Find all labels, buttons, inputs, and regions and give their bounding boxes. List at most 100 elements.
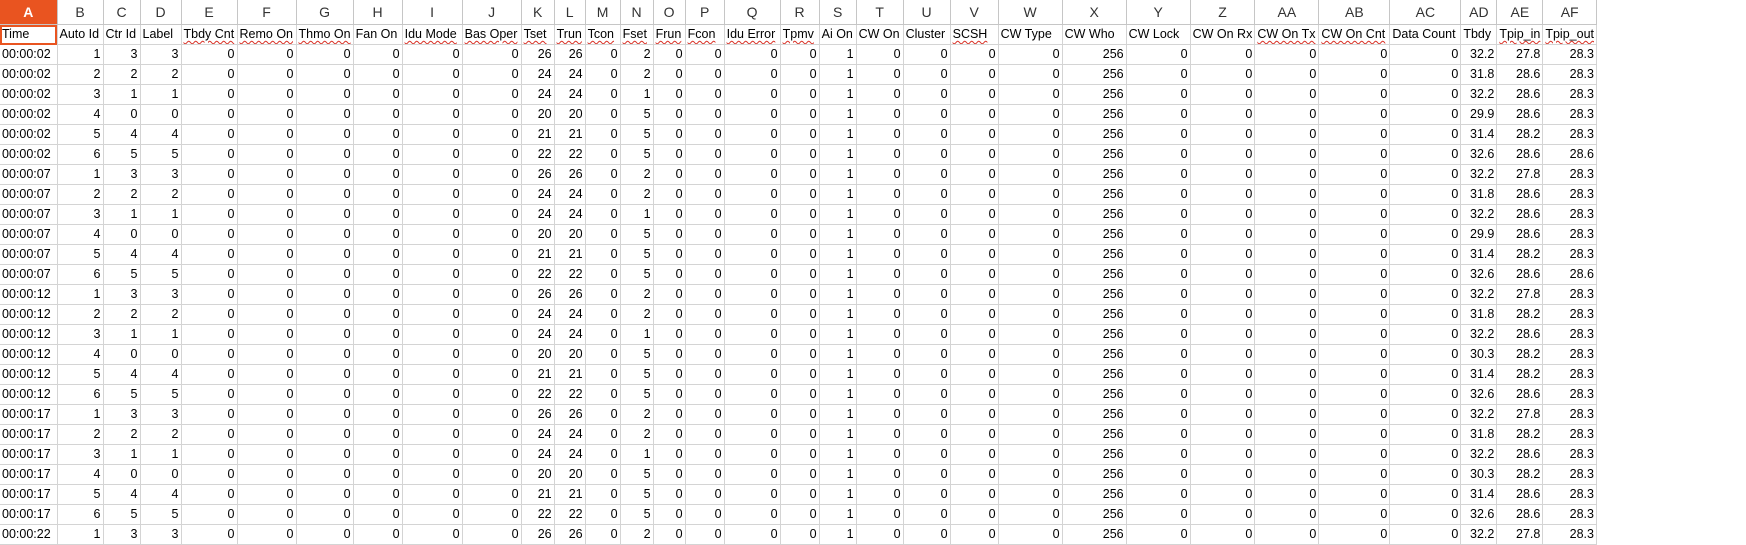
table-cell[interactable]: 28.2 xyxy=(1496,364,1544,385)
table-cell[interactable]: 0 xyxy=(402,164,463,185)
table-cell[interactable]: 26 xyxy=(554,164,586,185)
table-cell[interactable]: 0 xyxy=(103,464,141,485)
table-cell[interactable]: 28.6 xyxy=(1542,144,1597,165)
table-cell[interactable]: 0 xyxy=(903,324,951,345)
table-cell[interactable]: 20 xyxy=(521,224,555,245)
table-cell[interactable]: 28.2 xyxy=(1496,424,1544,445)
table-cell[interactable]: 22 xyxy=(521,264,555,285)
table-cell[interactable]: 0 xyxy=(1389,284,1462,305)
table-cell[interactable]: 1 xyxy=(819,384,857,405)
table-cell[interactable]: 0 xyxy=(353,204,403,225)
table-cell[interactable]: 0 xyxy=(998,504,1063,525)
table-cell[interactable]: 00:00:17 xyxy=(0,484,58,505)
table-cell[interactable]: 0 xyxy=(1126,244,1191,265)
table-cell[interactable]: 0 xyxy=(353,444,403,465)
table-cell[interactable]: 00:00:07 xyxy=(0,224,58,245)
table-cell[interactable]: 0 xyxy=(950,164,999,185)
table-cell[interactable]: 0 xyxy=(237,144,297,165)
table-cell[interactable]: 20 xyxy=(554,224,586,245)
table-cell[interactable]: 0 xyxy=(585,404,621,425)
table-cell[interactable]: 0 xyxy=(1190,244,1256,265)
table-cell[interactable]: 0 xyxy=(353,104,403,125)
table-cell[interactable]: 00:00:02 xyxy=(0,84,58,105)
table-cell[interactable]: 0 xyxy=(181,464,238,485)
table-cell[interactable]: 0 xyxy=(653,204,686,225)
table-cell[interactable]: 0 xyxy=(780,144,820,165)
table-cell[interactable]: 3 xyxy=(103,44,141,65)
table-cell[interactable]: 0 xyxy=(1190,264,1256,285)
table-cell[interactable]: 3 xyxy=(140,524,182,545)
table-cell[interactable]: 0 xyxy=(1190,184,1256,205)
table-cell[interactable]: 20 xyxy=(521,464,555,485)
table-cell[interactable]: 0 xyxy=(903,224,951,245)
table-cell[interactable]: 0 xyxy=(237,44,297,65)
table-cell[interactable]: 0 xyxy=(1126,404,1191,425)
table-cell[interactable]: 0 xyxy=(685,144,725,165)
table-cell[interactable]: 0 xyxy=(353,384,403,405)
table-cell[interactable]: 32.6 xyxy=(1460,384,1498,405)
table-cell[interactable]: 0 xyxy=(1126,204,1191,225)
table-cell[interactable]: 0 xyxy=(856,284,904,305)
table-cell[interactable]: 0 xyxy=(1126,44,1191,65)
table-cell[interactable]: 00:00:17 xyxy=(0,424,58,445)
table-cell[interactable]: 0 xyxy=(998,324,1063,345)
table-cell[interactable]: 256 xyxy=(1062,404,1127,425)
table-cell[interactable]: 00:00:07 xyxy=(0,204,58,225)
column-header-m[interactable]: M xyxy=(585,0,621,25)
table-cell[interactable]: 0 xyxy=(402,484,463,505)
table-cell[interactable]: 4 xyxy=(140,124,182,145)
table-cell[interactable]: 0 xyxy=(998,224,1063,245)
table-cell[interactable]: 0 xyxy=(1318,424,1391,445)
table-cell[interactable]: 00:00:17 xyxy=(0,404,58,425)
table-cell[interactable]: 0 xyxy=(653,44,686,65)
table-cell[interactable]: 1 xyxy=(819,204,857,225)
table-cell[interactable]: 0 xyxy=(1190,484,1256,505)
table-cell[interactable]: 0 xyxy=(998,424,1063,445)
table-cell[interactable]: 0 xyxy=(353,364,403,385)
table-cell[interactable]: 0 xyxy=(237,204,297,225)
table-cell[interactable]: 0 xyxy=(998,384,1063,405)
table-cell[interactable]: 0 xyxy=(1190,84,1256,105)
table-cell[interactable]: 0 xyxy=(462,384,522,405)
table-cell[interactable]: 31.8 xyxy=(1460,64,1498,85)
table-cell[interactable]: 0 xyxy=(462,464,522,485)
column-header-y[interactable]: Y xyxy=(1126,0,1191,25)
table-cell[interactable]: 0 xyxy=(1389,464,1462,485)
table-cell[interactable]: 28.3 xyxy=(1542,124,1597,145)
table-cell[interactable]: 4 xyxy=(57,464,104,485)
cell-header[interactable]: Fan On xyxy=(353,24,403,45)
table-cell[interactable]: 5 xyxy=(620,104,654,125)
table-cell[interactable]: 5 xyxy=(57,484,104,505)
table-cell[interactable]: 0 xyxy=(1389,44,1462,65)
table-cell[interactable]: 0 xyxy=(402,364,463,385)
table-cell[interactable]: 0 xyxy=(685,424,725,445)
table-cell[interactable]: 0 xyxy=(402,104,463,125)
table-cell[interactable]: 0 xyxy=(296,344,354,365)
table-cell[interactable]: 5 xyxy=(103,144,141,165)
table-cell[interactable]: 0 xyxy=(181,204,238,225)
column-header-e[interactable]: E xyxy=(181,0,238,25)
table-cell[interactable]: 0 xyxy=(780,164,820,185)
table-cell[interactable]: 0 xyxy=(402,184,463,205)
table-cell[interactable]: 32.2 xyxy=(1460,324,1498,345)
table-cell[interactable]: 0 xyxy=(780,64,820,85)
table-cell[interactable]: 0 xyxy=(585,124,621,145)
table-cell[interactable]: 21 xyxy=(521,484,555,505)
column-header-aa[interactable]: AA xyxy=(1254,0,1320,25)
cell-header[interactable]: Time xyxy=(0,24,58,45)
table-cell[interactable]: 0 xyxy=(181,344,238,365)
table-cell[interactable]: 0 xyxy=(462,144,522,165)
table-cell[interactable]: 0 xyxy=(1389,444,1462,465)
table-cell[interactable]: 1 xyxy=(57,524,104,545)
table-cell[interactable]: 0 xyxy=(585,364,621,385)
table-cell[interactable]: 0 xyxy=(585,504,621,525)
table-cell[interactable]: 0 xyxy=(1126,84,1191,105)
table-cell[interactable]: 0 xyxy=(856,304,904,325)
table-cell[interactable]: 0 xyxy=(724,44,781,65)
cell-header[interactable]: CW Type xyxy=(998,24,1063,45)
cell-header[interactable]: CW On xyxy=(856,24,904,45)
table-cell[interactable]: 22 xyxy=(554,384,586,405)
table-cell[interactable]: 0 xyxy=(585,304,621,325)
table-cell[interactable]: 0 xyxy=(903,404,951,425)
table-cell[interactable]: 0 xyxy=(462,64,522,85)
